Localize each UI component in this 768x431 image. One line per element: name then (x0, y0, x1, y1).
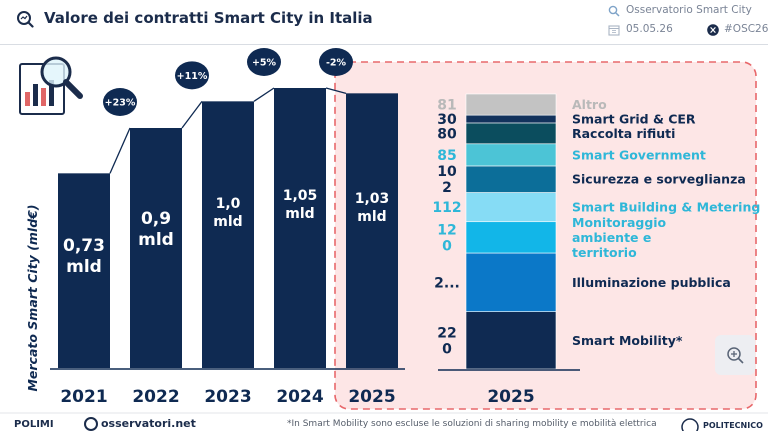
segment-monitoraggio-ambiente-e-territorio (465, 221, 557, 254)
segment-smart-mobility (465, 311, 557, 370)
legend-label: Raccolta rifiuti (572, 126, 675, 141)
legend-label: Smart Government (572, 147, 706, 162)
legend-label: Monitoraggio ambiente e territorio (572, 215, 667, 260)
x-logo-icon[interactable] (707, 24, 719, 36)
footer-logo-osservatori: osservatori.net (101, 417, 196, 430)
growth-label: +11% (177, 71, 208, 82)
legend-label: Altro (572, 97, 607, 112)
annual-value-labels: 0,73 mld 0,9 mld 1,0 mld 1,05 mld 1,03 mld (63, 188, 389, 277)
segment-value-label: 80 (437, 126, 457, 142)
legend-label: Illuminazione pubblica (572, 275, 731, 290)
bar-value-label-2023: 1,0 mld (213, 196, 242, 230)
zoom-icon (727, 347, 744, 364)
search-chart-icon (17, 11, 34, 28)
legend-label: Sicurezza e sorveglianza (572, 172, 746, 187)
annual-bars (50, 87, 405, 370)
stacked-x-tick: 2025 (487, 387, 534, 407)
segment-smart-government (465, 143, 557, 167)
bar-2023 (202, 101, 254, 368)
bar-2025 (346, 93, 398, 368)
segment-value-label: 85 (437, 148, 456, 164)
x-tick-2023: 2023 (204, 387, 251, 407)
segment-altro (465, 93, 557, 116)
politecnico-seal-icon (681, 418, 699, 431)
calendar-icon (608, 25, 620, 36)
bar-2024 (274, 88, 326, 368)
zoom-button[interactable] (715, 335, 755, 375)
footer-logo-politecnico: POLITECNICO (703, 421, 763, 430)
bar-value-label-2024: 1,05 mld (283, 188, 318, 222)
x-tick-2024: 2024 (276, 387, 323, 407)
growth-badge (319, 48, 353, 76)
growth-badges: +23% +11% +5% -2% (103, 48, 353, 116)
growth-badge (247, 48, 281, 76)
segment-value-label: 12 0 (437, 222, 456, 254)
segment-smart-building-metering (465, 192, 557, 223)
segment-value-label: 2... (434, 275, 460, 291)
bar-value-label-2025: 1,03 mld (355, 191, 390, 225)
growth-label: +5% (252, 58, 277, 69)
bar-2022 (130, 128, 182, 368)
source-label: Osservatorio Smart City (626, 4, 752, 16)
step-connector (109, 127, 131, 174)
segment-value-label: 22 0 (437, 325, 456, 357)
osservatori-logo-icon (84, 417, 98, 431)
search-icon (608, 5, 620, 17)
segment-raccolta-rifiuti (465, 122, 557, 145)
segment-smart-grid-cer (465, 114, 557, 124)
growth-badge (103, 88, 137, 116)
x-tick-2022: 2022 (132, 387, 179, 407)
report-magnifier-icon (19, 56, 83, 115)
bar-value-label-2021: 0,73 mld (63, 236, 105, 277)
legend-label: Smart Mobility* (572, 333, 683, 348)
segment-illuminazione-pubblica (465, 252, 557, 312)
header: Valore dei contratti Smart City in Itali… (0, 0, 768, 45)
step-connector (181, 100, 203, 129)
y-axis-label: Mercato Smart City (mld€) (25, 204, 40, 391)
date-label: 05.05.26 (626, 23, 673, 35)
segment-value-label: 112 (432, 200, 461, 216)
hashtag-label[interactable]: #OSC26 (724, 23, 768, 35)
stacked-legend: Smart Mobility* Illuminazione pubblica Mon… (572, 97, 760, 348)
growth-badge (175, 61, 209, 90)
page-title: Valore dei contratti Smart City in Itali… (44, 9, 373, 27)
segment-value-label: 10 2 (437, 164, 457, 196)
bar-2021 (58, 173, 110, 368)
legend-label: Smart Grid & CER (572, 112, 696, 127)
step-connector (325, 87, 347, 94)
growth-label: -2% (326, 58, 347, 69)
segment-value-label: 30 (437, 112, 457, 128)
segment-sicurezza-e-sorveglianza (465, 165, 557, 193)
x-axis-ticks: 2021 2022 2023 2024 2025 (60, 387, 395, 407)
bar-value-label-2022: 0,9 mld (138, 209, 174, 250)
x-tick-2021: 2021 (60, 387, 107, 407)
legend-label: Smart Building & Metering (572, 200, 760, 215)
step-connector (253, 87, 275, 102)
footer-note: *In Smart Mobility sono escluse le soluz… (287, 419, 657, 429)
segment-value-label: 81 (437, 98, 456, 114)
footer-logo-polimi: POLIMI (14, 419, 54, 430)
growth-label: +23% (105, 98, 136, 109)
stacked-bar-2025 (438, 93, 580, 371)
x-tick-2025: 2025 (348, 387, 395, 407)
